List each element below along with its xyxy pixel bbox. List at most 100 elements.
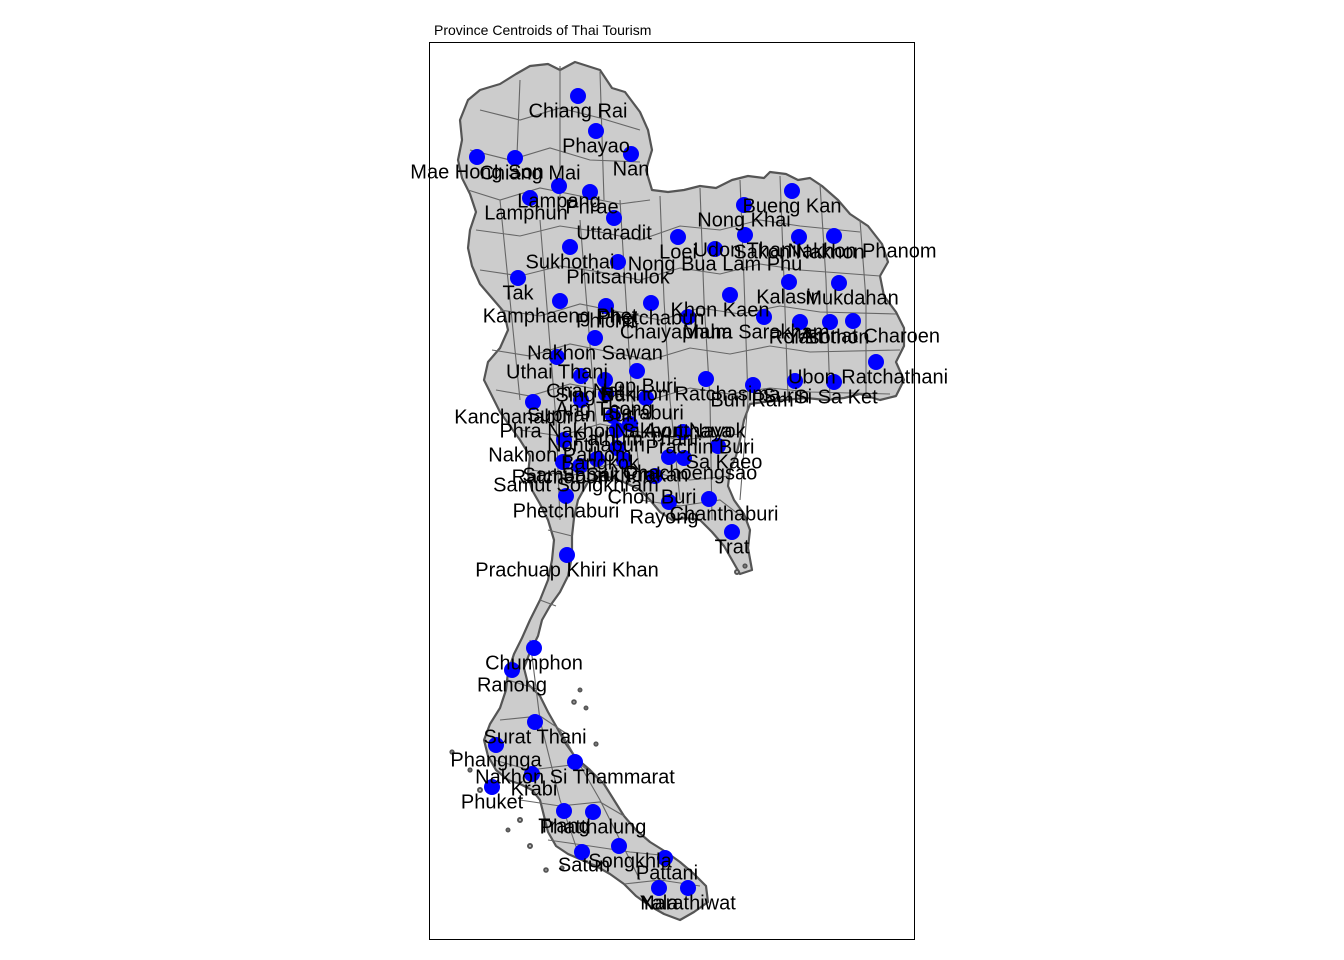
province-label-phichit: Phichit	[576, 310, 636, 332]
province-label-bueng-kan: Bueng Kan	[743, 195, 842, 217]
centroid-point-nakhon-si-thammarat	[567, 754, 583, 770]
centroid-point-prachin-buri	[710, 438, 726, 454]
centroid-point-phetchaburi	[558, 488, 574, 504]
centroid-point-kamphaeng-phet	[552, 293, 568, 309]
province-label-mukdahan: Mukdahan	[805, 287, 898, 309]
centroid-point-suphan-buri	[573, 392, 589, 408]
province-label-rayong: Rayong	[630, 506, 699, 528]
centroid-point-ang-thong	[598, 386, 614, 402]
province-label-lop-buri: Lop Buri	[603, 375, 678, 397]
province-label-yala: Yala	[640, 892, 679, 914]
centroid-point-phra-nakhon-si-ayutthaya	[605, 408, 621, 424]
province-label-ang-thong: Ang Thong	[555, 398, 653, 420]
province-label-buri-ram: Buri Ram	[710, 389, 793, 411]
province-label-nakhon-si-thammarat: Nakhon Si Thammarat	[475, 766, 675, 788]
centroid-point-nakhon-nayok	[675, 424, 691, 440]
centroid-point-sukhothai	[562, 239, 578, 255]
island	[571, 699, 577, 705]
island	[577, 687, 583, 693]
province-label-phetchabun: Phetchabun	[598, 307, 705, 329]
centroid-point-ubon-ratchathani	[868, 354, 884, 370]
province-label-pathum-thani: Pathum Thani	[574, 428, 698, 450]
province-label-kanchanaburi: Kanchanaburi	[454, 406, 577, 428]
province-label-lampang: Lampang	[517, 190, 600, 212]
centroid-point-udon-thani	[737, 227, 753, 243]
province-label-nan: Nan	[613, 158, 650, 180]
centroid-point-pathum-thani	[622, 416, 638, 432]
province-label-kalasin: Kalasin	[756, 286, 822, 308]
centroid-point-nakhon-phanom	[826, 228, 842, 244]
province-label-phra-nakhon-si-ayutthaya: Phra Nakhon Si Ayutthaya	[499, 420, 733, 442]
centroid-point-chanthaburi	[701, 491, 717, 507]
centroid-point-phuket	[484, 779, 500, 795]
centroid-point-nonthaburi	[609, 422, 625, 438]
centroid-point-kanchanaburi	[525, 394, 541, 410]
province-label-chumphon: Chumphon	[485, 652, 583, 674]
province-label-uttaradit: Uttaradit	[576, 222, 652, 244]
province-label-lamphun: Lamphun	[484, 202, 567, 224]
centroid-point-phangnga	[488, 737, 504, 753]
province-label-phetchaburi: Phetchaburi	[513, 500, 620, 522]
province-label-chanthaburi: Chanthaburi	[670, 503, 779, 525]
centroid-point-phatthalung	[585, 804, 601, 820]
centroid-point-uttaradit	[606, 210, 622, 226]
centroid-point-nan	[623, 146, 639, 162]
province-label-chiang-rai: Chiang Rai	[529, 100, 628, 122]
province-label-sukhothai: Sukhothai	[526, 251, 615, 273]
centroid-point-saraburi	[638, 390, 654, 406]
centroid-point-pattani	[657, 850, 673, 866]
centroid-point-chaiyaphum	[680, 309, 696, 325]
centroid-point-bueng-kan	[784, 183, 800, 199]
province-label-phayao: Phayao	[562, 135, 630, 157]
centroid-point-samut-sakhon	[589, 451, 605, 467]
centroid-point-amnat-charoen	[845, 313, 861, 329]
province-label-chiang-mai: Chiang Mai	[479, 162, 580, 184]
island	[517, 817, 523, 823]
centroid-point-sa-kaeo	[661, 449, 677, 465]
island	[742, 563, 748, 569]
province-label-satun: Satun	[558, 854, 610, 876]
province-label-prachuap-khiri-khan: Prachuap Khiri Khan	[475, 559, 658, 581]
centroid-point-nakhon-ratchasima	[698, 371, 714, 387]
centroid-point-trat	[724, 524, 740, 540]
island	[734, 569, 740, 575]
province-label-samut-songkhram: Samut Songkhram	[493, 474, 659, 496]
island	[583, 705, 589, 711]
centroid-point-bangkok	[609, 440, 625, 456]
province-label-phuket: Phuket	[461, 791, 524, 813]
centroid-point-prachuap-khiri-khan	[559, 547, 575, 563]
province-label-surin: Surin	[763, 385, 810, 407]
province-label-yasothon: Yasothon	[786, 326, 869, 348]
province-label-amnat-charoen: Amnat Charoen	[800, 325, 940, 347]
province-label-chaiyaphum: Chaiyaphum	[620, 321, 732, 343]
island	[449, 749, 455, 755]
province-label-sakon-nakhon: Sakon Nakhon	[733, 241, 864, 263]
centroid-point-khon-kaen	[722, 287, 738, 303]
province-label-bangkok: Bangkok	[561, 452, 640, 474]
centroid-point-mae-hong-son	[469, 149, 485, 165]
centroid-point-trang	[556, 803, 572, 819]
province-label-trang: Trang	[538, 815, 590, 837]
centroid-point-uthai-thani	[549, 349, 565, 365]
province-label-sing-buri: Sing Buri	[555, 384, 636, 406]
province-label-ubon-ratchathani: Ubon Ratchathani	[788, 366, 948, 388]
province-label-tak: Tak	[502, 282, 534, 304]
province-label-nakhon-ratchasima: Nakhon Ratchasima	[600, 383, 781, 405]
province-label-kamphaeng-phet: Kamphaeng Phet	[483, 305, 638, 327]
centroid-point-yasothon	[822, 314, 838, 330]
centroid-point-ratchaburi	[555, 454, 571, 470]
island	[505, 827, 511, 833]
centroid-point-rayong	[661, 494, 677, 510]
centroid-point-chachoengsao	[676, 450, 692, 466]
centroid-point-chiang-mai	[507, 150, 523, 166]
province-label-ratchaburi: Ratchaburi	[512, 466, 609, 488]
island	[543, 867, 549, 873]
centroid-point-buri-ram	[745, 377, 761, 393]
centroid-point-chai-nat	[573, 368, 589, 384]
province-label-nakhon-phanom: Nakhon Phanom	[788, 240, 937, 262]
island	[527, 843, 533, 849]
centroid-point-si-sa-ket	[826, 374, 842, 390]
province-label-si-sa-ket: Si Sa Ket	[794, 386, 878, 408]
